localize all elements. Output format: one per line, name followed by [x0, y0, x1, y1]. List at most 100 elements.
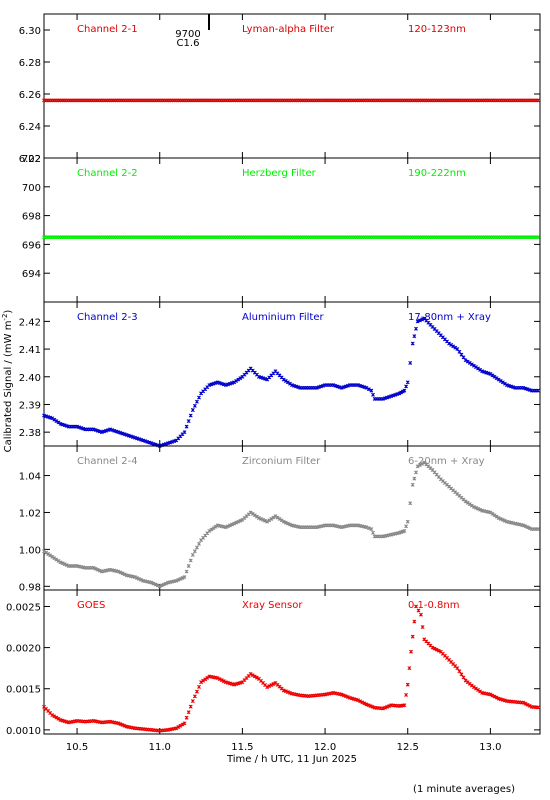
data-point — [360, 700, 365, 705]
data-point — [197, 395, 201, 400]
y-axis-label: Calibrated Signal / (mW m-2) — [1, 310, 14, 453]
data-point — [180, 576, 185, 580]
panel-filter-label: Zirconium Filter — [242, 456, 321, 467]
data-point — [420, 461, 425, 466]
data-point — [188, 558, 193, 563]
data-point — [116, 569, 121, 574]
data-point — [50, 713, 55, 718]
data-point — [194, 399, 199, 404]
data-point — [52, 714, 57, 719]
data-point — [416, 608, 421, 613]
data-point — [402, 528, 407, 533]
data-point — [256, 516, 261, 520]
data-point — [254, 675, 259, 680]
data-point — [178, 576, 183, 581]
panel-band-label: 6-20nm + Xray — [408, 456, 485, 467]
data-point — [535, 388, 540, 393]
panel-1: 6.22 6.24 6.26 6.28 6.30 Channel 2-1 Lyman-alp… — [19, 13, 541, 165]
data-point — [527, 526, 532, 531]
data-point — [415, 464, 420, 469]
data-point — [419, 612, 423, 617]
data-point — [194, 545, 199, 550]
data-point — [95, 567, 100, 572]
data-point — [364, 525, 369, 530]
data-point — [371, 392, 375, 397]
data-point — [420, 625, 425, 629]
data-point — [263, 518, 268, 523]
data-point — [358, 699, 363, 704]
data-point — [64, 563, 69, 568]
data-point — [420, 317, 425, 322]
data-point — [412, 476, 417, 481]
data-point — [116, 721, 121, 726]
data-point — [192, 694, 197, 699]
data-point — [267, 684, 272, 689]
y-tick-label: 2.42 — [19, 317, 41, 328]
data-point — [219, 678, 224, 683]
data-point — [186, 564, 191, 568]
data-point — [54, 715, 59, 720]
data-point — [250, 673, 255, 678]
data-point — [414, 326, 418, 331]
data-point — [281, 688, 286, 693]
data-point — [287, 690, 292, 695]
data-point — [184, 715, 189, 720]
data-point — [153, 582, 158, 587]
data-point — [366, 387, 371, 392]
data-point — [385, 704, 390, 709]
data-point — [182, 721, 187, 726]
data-point — [414, 604, 418, 609]
data-point — [285, 690, 290, 694]
data-point — [182, 430, 187, 435]
panel-filter-label: Lyman-alpha Filter — [242, 24, 335, 35]
data-point — [502, 518, 507, 523]
data-point — [417, 463, 422, 468]
data-point — [407, 666, 412, 671]
y-tick-label: 702 — [22, 154, 41, 165]
panel-channel-label: Channel 2-3 — [77, 312, 138, 323]
data-point — [366, 703, 371, 708]
data-point — [285, 521, 290, 526]
data-point — [221, 679, 226, 684]
y-tick-label: 0.98 — [19, 582, 41, 593]
data-point — [535, 527, 540, 532]
data-point — [415, 319, 420, 324]
x-tick-label: 11.5 — [231, 742, 253, 753]
data-point — [404, 692, 409, 697]
data-point — [410, 634, 415, 639]
data-point — [410, 482, 415, 487]
data-point — [410, 341, 415, 346]
data-point — [536, 98, 540, 103]
data-point — [225, 524, 230, 529]
data-point — [93, 566, 98, 571]
data-point — [380, 706, 385, 711]
data-point — [192, 549, 197, 554]
data-point — [527, 703, 532, 708]
data-point — [122, 572, 127, 577]
panel-channel-label: Channel 2-1 — [77, 24, 138, 35]
data-point — [149, 580, 154, 585]
panel-2: 694 696 698 700 702 Channel 2-2 Herzberg Filte… — [22, 154, 541, 303]
data-point — [62, 562, 67, 567]
data-point — [259, 516, 263, 521]
x-tick-label: 11.0 — [149, 742, 171, 753]
panel-3: 2.38 2.39 2.40 2.41 2.42 Channel 2-3 Aluminium… — [19, 301, 541, 448]
data-point — [271, 682, 276, 686]
data-point — [252, 674, 257, 679]
data-point — [405, 682, 410, 687]
panel-filter-label: Herzberg Filter — [242, 168, 317, 179]
data-point — [217, 677, 222, 682]
data-point — [194, 689, 199, 694]
data-point — [356, 698, 361, 703]
data-point — [283, 520, 288, 525]
data-point — [161, 582, 166, 587]
data-point — [523, 524, 528, 529]
y-tick-label: 2.39 — [19, 400, 41, 411]
data-point — [139, 577, 144, 582]
data-point — [197, 541, 201, 546]
data-point — [228, 523, 232, 528]
data-point — [521, 523, 526, 528]
data-point — [97, 568, 102, 573]
data-point — [120, 722, 125, 727]
data-point — [404, 384, 409, 389]
